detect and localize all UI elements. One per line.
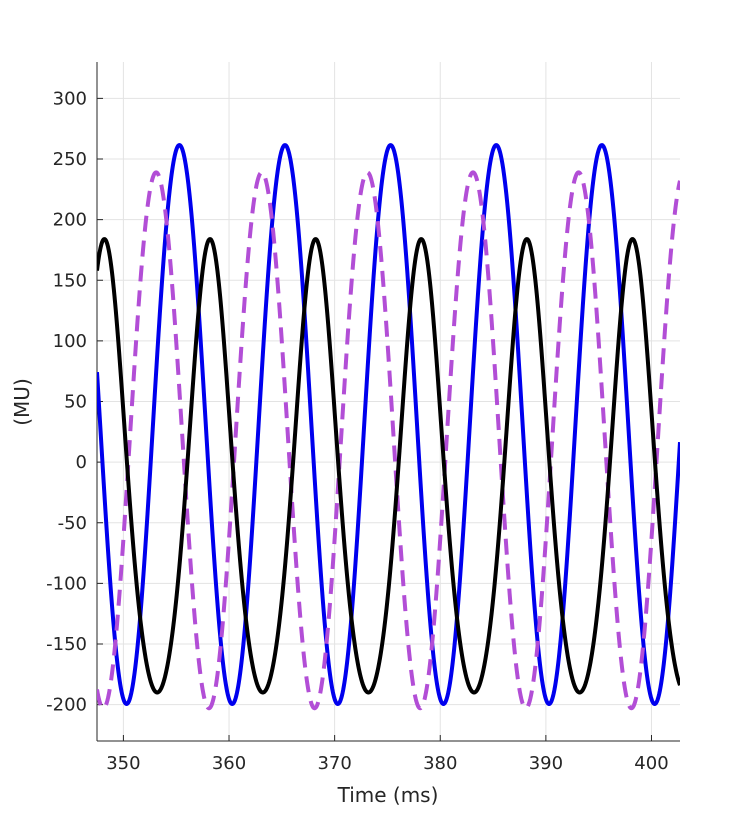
series-line-1 (97, 143, 680, 707)
y-tick-label: 0 (76, 452, 87, 473)
y-tick-label: 200 (53, 210, 87, 231)
y-tick-label: 50 (64, 392, 87, 413)
x-tick-label: 360 (212, 753, 246, 774)
y-tick-label: 250 (53, 149, 87, 170)
x-tick-label: 370 (317, 753, 351, 774)
tick-labels: 350 360 370 380 390 400 -200 -150 -100 -50 0 50 100 1… (46, 88, 669, 774)
series-line-3 (97, 237, 680, 695)
y-tick-label: -50 (58, 513, 87, 534)
series-lines (97, 143, 680, 711)
y-tick-label: -100 (46, 573, 87, 594)
y-tick-label: 300 (53, 88, 87, 109)
y-tick-label: -200 (46, 695, 87, 716)
y-axis-label: (MU) (10, 378, 34, 426)
y-tick-label: 100 (53, 331, 87, 352)
x-tick-label: 390 (529, 753, 563, 774)
series-line-2 (97, 170, 680, 711)
x-tick-label: 350 (106, 753, 140, 774)
x-axis-label: Time (ms) (337, 783, 439, 807)
x-tick-label: 400 (634, 753, 668, 774)
y-tick-label: -150 (46, 634, 87, 655)
y-tick-label: 150 (53, 270, 87, 291)
x-tick-label: 380 (423, 753, 457, 774)
